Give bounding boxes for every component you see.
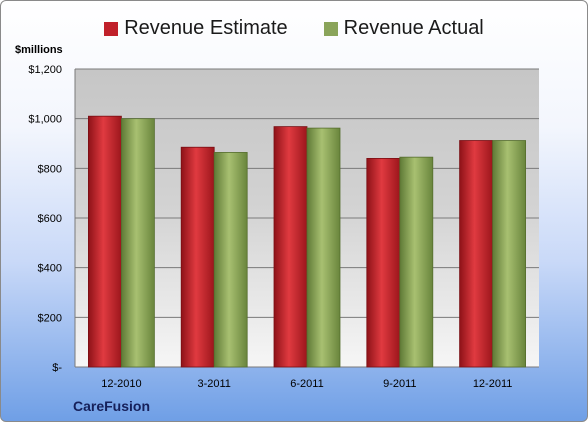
bar-revenue-actual — [121, 118, 155, 368]
x-tick-label: 3-2011 — [197, 378, 230, 390]
legend-item-estimate: Revenue Estimate — [104, 17, 288, 40]
bar-revenue-actual — [213, 152, 248, 368]
company-name: CareFusion — [73, 398, 151, 414]
x-tick-label: 6-2011 — [290, 378, 323, 390]
legend: Revenue Estimate Revenue Actual — [1, 17, 587, 40]
y-tick-label: $600 — [38, 213, 62, 225]
y-tick-label: $1,000 — [28, 114, 62, 126]
x-tick-label: 9-2011 — [383, 378, 416, 390]
legend-label-actual: Revenue Actual — [343, 17, 484, 39]
bar-revenue-estimate — [88, 115, 122, 368]
x-tick-label: 12-2010 — [101, 378, 141, 390]
y-tick-label: $- — [52, 362, 62, 374]
y-tick-label: $200 — [38, 312, 62, 324]
bar-revenue-estimate — [459, 140, 494, 368]
bar-revenue-estimate — [273, 126, 308, 368]
y-tick-label: $1,200 — [28, 64, 62, 76]
bar-revenue-actual — [306, 127, 341, 368]
y-axis-unit-label: $millions — [15, 44, 63, 56]
x-tick-label: 12-2011 — [473, 378, 513, 390]
bar-revenue-actual — [399, 156, 434, 368]
y-tick-label: $800 — [38, 163, 62, 175]
legend-swatch-actual — [323, 21, 338, 36]
legend-swatch-estimate — [104, 21, 119, 36]
y-tick-label: $400 — [38, 263, 62, 275]
legend-label-estimate: Revenue Estimate — [124, 17, 288, 39]
legend-item-actual: Revenue Actual — [323, 17, 484, 40]
bar-revenue-estimate — [366, 157, 401, 368]
bar-revenue-estimate — [180, 146, 215, 368]
bar-revenue-actual — [492, 140, 527, 368]
